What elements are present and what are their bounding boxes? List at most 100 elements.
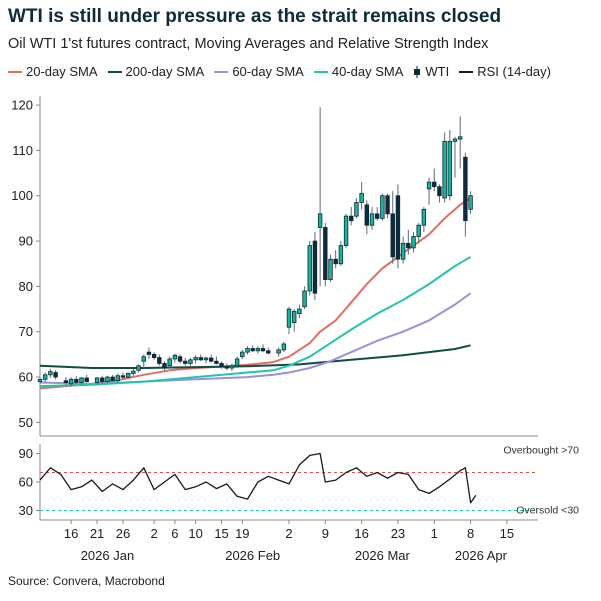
candle [395,184,401,269]
x-month-label: 2026 Mar [355,548,411,563]
candle-body [136,365,141,371]
candle [203,356,209,364]
candle-body [37,378,43,383]
candle-body [369,213,375,226]
candle [468,191,473,214]
candle [323,222,328,287]
candle [426,177,432,205]
candle [84,374,89,383]
candle-icon [414,65,421,78]
x-tick-label: 15 [214,526,228,541]
candle [68,377,74,387]
candle [229,363,235,372]
candle [208,354,214,363]
candle-body [177,356,183,362]
price-tick-label: 60 [19,370,33,385]
legend-label: 200-day SMA [125,64,205,79]
candle [53,370,58,380]
legend-swatch [8,70,22,73]
candle-body [53,372,58,378]
candle [369,207,375,230]
rsi-tick-label: 60 [19,475,33,490]
candle-body [224,366,229,369]
x-tick-label: 23 [391,526,405,541]
candle-body [437,186,442,197]
line-sma20 [39,197,472,390]
candle [260,344,266,353]
candle [286,306,292,334]
candle-body [266,350,271,354]
candle-body [432,181,437,188]
candle-body [281,343,287,351]
x-tick-label: 8 [467,526,474,541]
legend-label: 60-day SMA [232,64,304,79]
candle [317,107,323,287]
x-tick-label: 16 [354,526,368,541]
candle-legend-body [414,68,421,75]
candle [198,354,204,362]
candle [162,361,167,371]
rsi-panel: 30 60 90 Overbought >70 Oversold <30 [19,444,579,521]
legend-label: RSI (14-day) [477,64,551,79]
candle [380,193,385,221]
candle [42,372,48,383]
chart-subtitle: Oil WTI 1'st futures contract, Moving Av… [8,36,489,52]
candle-body [380,195,385,219]
candle-body [110,376,115,382]
candle-body [463,156,468,222]
candle-body [203,357,209,361]
candle [214,356,219,365]
candle-body [94,377,100,383]
candle [302,286,307,310]
rsi-tick-label: 90 [19,446,33,461]
candle-body [105,376,110,383]
candle [457,116,463,169]
candle-body [125,373,131,378]
candle [359,182,364,210]
candle-body [457,136,463,140]
price-tick-label: 80 [19,279,33,294]
candle-body [312,240,318,294]
x-tick-label: 16 [64,526,78,541]
candle-body [260,348,266,352]
candle-body [426,181,432,190]
candle [105,375,110,383]
candle-body [468,195,473,210]
candle [447,130,453,201]
legend-label: WTI [425,64,450,79]
candle-body [141,356,146,362]
candle [146,347,152,359]
candle-body [172,354,178,360]
candle-body [74,378,79,383]
candle [250,345,255,353]
x-tick-label: 1 [431,526,438,541]
candle [125,372,131,379]
x-month-label: 2026 Feb [225,548,280,563]
candle-body [276,349,281,354]
candle-body [421,208,427,226]
candle [79,377,84,385]
candle [157,354,162,366]
candle [172,353,178,363]
candle [94,377,100,385]
price-tick-label: 110 [12,143,33,158]
candle-body [131,370,136,374]
line-rsi [39,452,477,504]
candle-body [250,348,255,352]
candle [110,374,115,382]
candle-body [240,351,245,358]
x-tick-label: 2 [151,526,158,541]
candle [281,341,287,353]
candle [136,364,141,373]
candle [245,346,250,355]
legend-item-sma20: 20-day SMA [8,64,98,79]
candle-body [255,348,261,352]
candle [463,152,468,237]
legend-item-rsi: RSI (14-day) [459,64,551,79]
x-tick-label: 15 [500,526,514,541]
chart-legend: 20-day SMA 200-day SMA 60-day SMA 40-day SM… [8,64,551,79]
candle [183,358,188,366]
candle [312,232,318,300]
candle-body [385,195,390,215]
